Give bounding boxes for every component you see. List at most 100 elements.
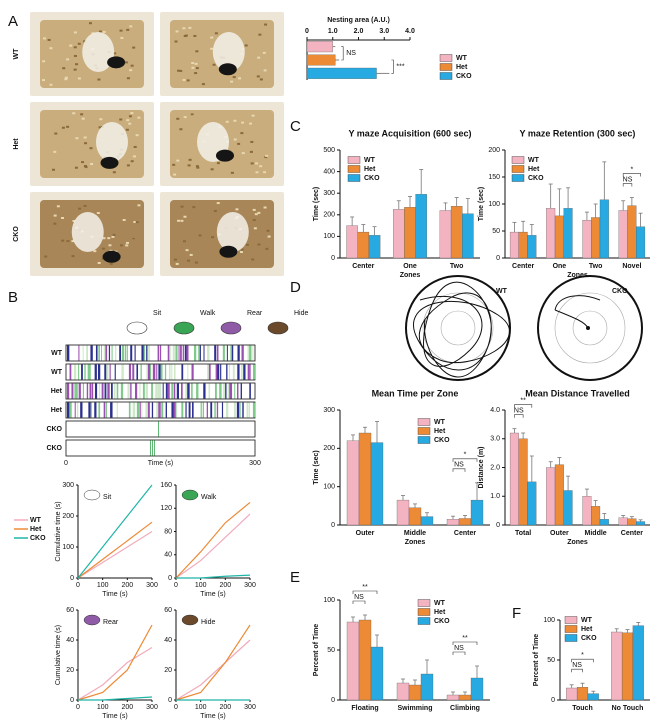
y-tick-label: 1.0: [490, 493, 500, 500]
ethogram-stripe: [249, 345, 252, 361]
bedding-speck: [195, 50, 199, 53]
bedding-speck: [254, 213, 258, 216]
ethogram-stripe: [144, 364, 147, 380]
bedding-speck: [185, 249, 189, 252]
legend-swatch: [347, 156, 361, 164]
bedding-speck: [98, 126, 102, 129]
x-tick-label: 200: [219, 582, 231, 589]
bedding-speck: [187, 164, 191, 167]
ethogram-stripe: [208, 383, 211, 399]
bar: [618, 517, 628, 526]
bar: [446, 519, 460, 526]
bedding-speck: [73, 31, 77, 34]
panel-title: Sit: [103, 494, 111, 501]
x-tick-label: 1.0: [328, 28, 338, 35]
ethogram-stripe: [171, 402, 174, 418]
y-tick-label: 200: [323, 212, 335, 219]
legend-label: CKO: [456, 73, 472, 80]
ethogram-stripe: [159, 345, 162, 361]
ethogram-stripe: [130, 345, 133, 361]
line: [175, 501, 251, 579]
bar: [546, 467, 556, 526]
track-end: [586, 326, 590, 330]
bedding-speck: [182, 27, 186, 30]
ethogram-stripe: [194, 383, 197, 399]
ethogram-stripe: [87, 364, 90, 380]
y-tick-label: 40: [164, 552, 172, 559]
significance-bracket: [571, 668, 583, 673]
legend-label: WT: [528, 157, 540, 164]
significance-bracket: [571, 658, 594, 663]
bedding-speck: [250, 162, 254, 165]
y-tick-label: 200: [323, 445, 335, 452]
ethogram-stripe: [191, 383, 193, 399]
row-label: CKO: [46, 445, 62, 452]
ethogram-stripe: [74, 402, 76, 418]
y-tick-label: 300: [62, 482, 74, 489]
bar: [470, 499, 484, 526]
bedding-speck: [252, 219, 256, 222]
bar: [446, 694, 460, 701]
ethogram-stripe: [114, 364, 116, 380]
behavior-icon: [220, 321, 242, 335]
ethogram-stripe: [172, 345, 175, 361]
bedding-speck: [72, 112, 76, 115]
bar: [470, 677, 484, 701]
bedding-speck: [210, 36, 214, 39]
bedding-speck: [71, 255, 75, 258]
x-tick-label: 4.0: [405, 28, 415, 35]
ethogram-stripe: [124, 402, 127, 418]
bar: [450, 206, 463, 259]
ethogram-stripe: [230, 383, 233, 399]
x-tick-label: Floating: [351, 705, 378, 712]
bedding-speck: [195, 67, 199, 70]
ethogram-stripe: [67, 383, 70, 399]
ethogram-stripe: [211, 383, 214, 399]
bedding-speck: [192, 206, 196, 209]
ethogram-stripe: [158, 402, 161, 418]
x-tick-label: Climbing: [450, 705, 480, 712]
ethogram-stripe: [156, 402, 159, 418]
ethogram-stripe: [148, 345, 150, 361]
ethogram-stripe: [242, 402, 244, 418]
ethogram-stripe: [231, 345, 234, 361]
bedding-speck: [130, 64, 134, 67]
bar: [415, 194, 427, 259]
ethogram-stripe: [230, 345, 233, 361]
ethogram-stripe: [146, 345, 148, 361]
bedding-speck: [253, 227, 257, 230]
ethogram-stripe: [104, 383, 107, 399]
chart-title: Mean Distance Travelled: [525, 388, 630, 398]
x-tick-label: Center: [621, 530, 643, 537]
bedding-speck: [126, 28, 130, 31]
y-tick-label: 60: [164, 607, 172, 614]
ethogram-stripe: [191, 364, 194, 380]
bedding-speck: [216, 162, 220, 165]
x-tick-label: Outer: [550, 530, 569, 537]
legend-label: CKO: [434, 618, 450, 625]
bedding-speck: [257, 56, 261, 59]
legend-swatch: [417, 599, 431, 607]
bedding-speck: [83, 204, 87, 207]
bedding-speck: [125, 244, 129, 247]
ethogram-stripe: [136, 364, 139, 380]
bar: [632, 625, 644, 701]
significance-bracket: [452, 641, 478, 645]
ethogram-stripe: [128, 364, 131, 380]
bedding-speck: [249, 150, 253, 153]
ethogram-stripe: [190, 345, 193, 361]
significance-bracket: [341, 46, 344, 61]
ethogram-stripe: [214, 383, 217, 399]
panel-title: Rear: [103, 619, 119, 626]
y-tick-label: 50: [547, 657, 555, 664]
bar: [368, 235, 381, 259]
ethogram-stripe: [200, 402, 202, 418]
ethogram-stripe: [192, 402, 194, 418]
bar: [306, 67, 377, 79]
y-tick-label: 50: [327, 647, 335, 654]
legend-label: WT: [456, 55, 468, 62]
bedding-speck: [93, 250, 97, 253]
bedding-speck: [255, 171, 259, 174]
significance-label: ***: [396, 64, 404, 71]
y-tick-label: 0: [168, 697, 172, 704]
